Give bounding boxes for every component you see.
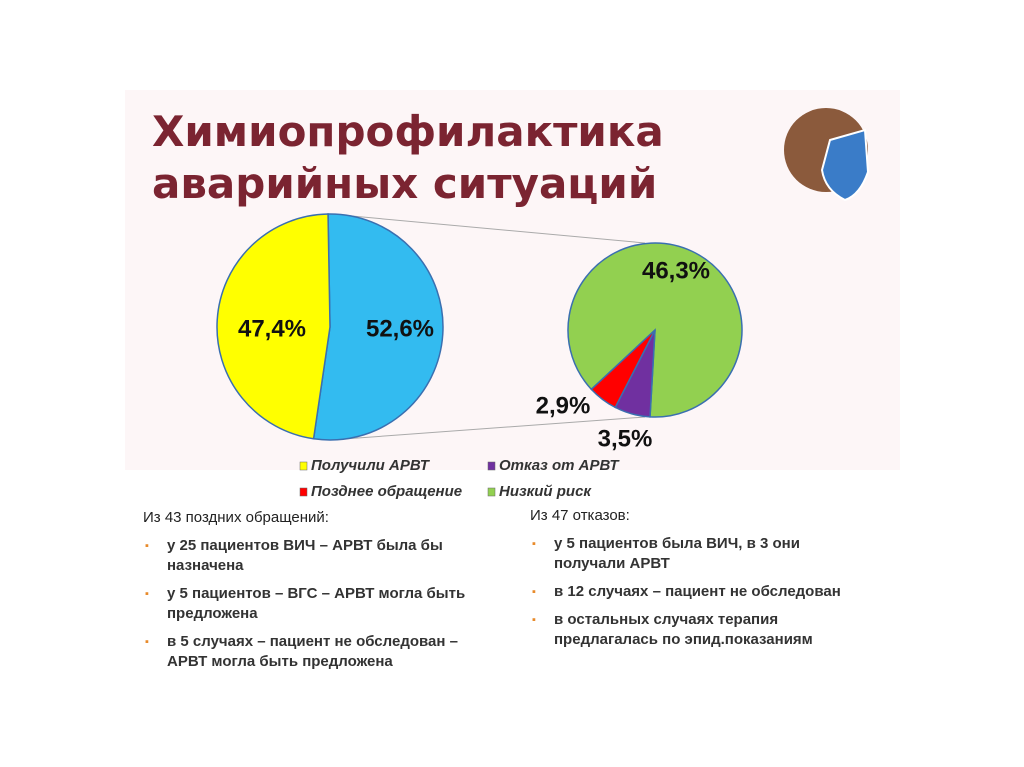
note-item: в остальных случаях терапия предлагалась… xyxy=(530,610,860,650)
data-label: 2,9% xyxy=(536,392,591,419)
note-item: в 12 случаях – пациент не обследован xyxy=(530,582,860,602)
connector xyxy=(329,213,646,244)
pie-slice xyxy=(590,329,656,409)
pie-slice xyxy=(216,213,331,440)
note-item: у 25 пациентов ВИЧ – АРВТ была бы назнач… xyxy=(143,536,493,576)
legend-marker xyxy=(299,487,308,497)
note-item: в 5 случаях – пациент не обследован – АР… xyxy=(143,632,493,672)
legend-marker xyxy=(487,487,496,497)
title-line: Химиопрофилактика xyxy=(152,107,664,156)
legend-label: Позднее обращение xyxy=(311,483,462,500)
note-item: у 5 пациентов была ВИЧ, в 3 они получали… xyxy=(530,534,860,574)
logo-icon xyxy=(784,108,870,202)
data-label: 3,5% xyxy=(598,425,653,452)
data-label: 52,6% xyxy=(366,315,434,342)
legend-marker xyxy=(299,461,308,471)
legend-label: Низкий риск xyxy=(499,483,592,500)
legend-label: Получили АРВТ xyxy=(311,457,431,474)
data-label: 46,3% xyxy=(642,257,710,284)
slide-title: Химиопрофилактика аварийных ситуаций xyxy=(152,106,664,210)
note-heading: Из 43 поздних обращений: xyxy=(143,509,329,526)
pie-slice xyxy=(312,213,444,441)
legend-marker xyxy=(487,461,496,471)
note-right: Из 47 отказов: у 5 пациентов была ВИЧ, в … xyxy=(530,506,860,658)
note-item: у 5 пациентов – ВГС – АРВТ могла быть пр… xyxy=(143,584,493,624)
data-label: 47,4% xyxy=(238,315,306,342)
connector xyxy=(329,416,646,441)
note-heading: Из 47 отказов: xyxy=(530,507,630,524)
legend-label: Отказ от АРВТ xyxy=(499,457,620,474)
title-line: аварийных ситуаций xyxy=(152,159,658,208)
note-left: Из 43 поздних обращений: у 25 пациентов В… xyxy=(143,508,493,680)
